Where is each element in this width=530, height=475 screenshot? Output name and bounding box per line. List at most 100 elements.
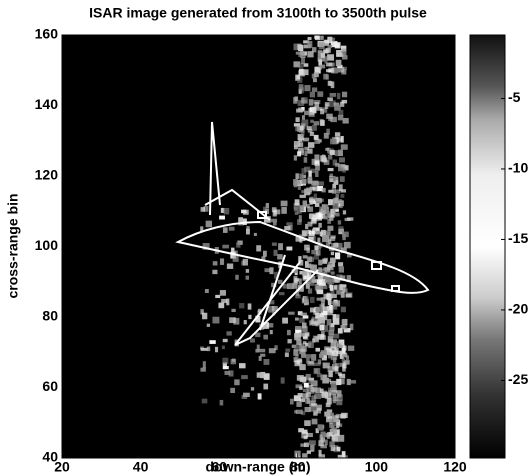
speckle [274,209,281,215]
speckle [273,221,277,226]
speckle [200,309,204,315]
speckle [343,241,351,249]
speckle [326,409,333,413]
speckle [268,348,276,354]
speckle [307,288,313,294]
speckle [308,237,314,242]
speckle [303,442,309,448]
speckle [342,66,347,70]
speckle [209,340,216,344]
speckle [269,329,273,335]
speckle [222,244,229,249]
speckle [311,395,317,403]
speckle [308,170,312,177]
speckle [269,267,274,275]
speckle [307,40,313,48]
speckle [245,269,250,273]
speckle [329,178,334,182]
speckle [263,334,268,340]
speckle [293,145,298,150]
speckle [336,399,343,406]
speckle [299,182,307,186]
speckle [333,314,340,319]
speckle [261,256,266,260]
speckle [336,446,341,452]
speckle [334,341,339,348]
speckle [230,387,236,394]
speckle [317,91,324,97]
speckle [203,205,209,212]
speckle [326,397,332,405]
speckle [333,427,337,434]
speckle [220,207,225,213]
speckle [286,222,293,226]
speckle [219,290,226,296]
speckle [338,226,344,233]
speckle [335,212,340,217]
speckle [287,283,294,290]
speckle [302,271,308,276]
speckle [243,392,250,397]
speckle [334,42,341,49]
speckle [323,274,329,281]
speckle [317,56,324,62]
speckle [314,35,321,41]
speckle [305,263,312,269]
speckle [337,328,343,334]
speckle [327,54,335,61]
speckle [313,362,321,366]
speckle [337,434,345,442]
speckle [328,189,334,193]
speckle [321,215,326,220]
speckle [340,414,346,419]
speckle [202,243,210,250]
speckle [332,202,339,210]
speckle [316,307,323,313]
speckle [271,282,277,288]
speckle [331,208,336,215]
speckle [323,257,329,262]
speckle [312,335,320,343]
speckle [314,102,320,108]
speckle [309,279,315,286]
speckle [341,358,345,362]
speckle [307,129,313,133]
speckle [293,141,301,147]
speckle [335,136,340,143]
speckle [309,196,314,203]
speckle [324,439,328,446]
speckle [293,276,298,283]
speckle [281,207,287,214]
speckle [334,208,339,212]
x-tick-label: 60 [211,459,227,475]
speckle [306,432,313,438]
speckle [304,420,311,426]
speckle [239,363,246,369]
speckle [296,108,303,113]
x-tick-label: 40 [133,459,149,475]
speckle [336,350,343,354]
speckle [300,443,306,447]
speckle [341,165,349,171]
speckle [214,346,219,353]
speckle [330,288,335,295]
speckle [318,279,326,286]
speckle [327,387,332,393]
speckle [328,116,333,121]
speckle [306,126,312,131]
speckle [337,242,343,250]
speckle [317,359,322,365]
speckle [328,370,333,378]
speckle [245,228,250,235]
speckle [295,325,302,330]
speckle [341,319,345,325]
speckle [299,205,304,212]
speckle [274,271,278,279]
speckle [337,149,343,157]
speckle [295,327,302,334]
speckle [311,387,315,392]
x-tick-label: 80 [290,459,306,475]
speckle [337,201,342,208]
speckle [304,299,309,306]
speckle [294,199,300,206]
